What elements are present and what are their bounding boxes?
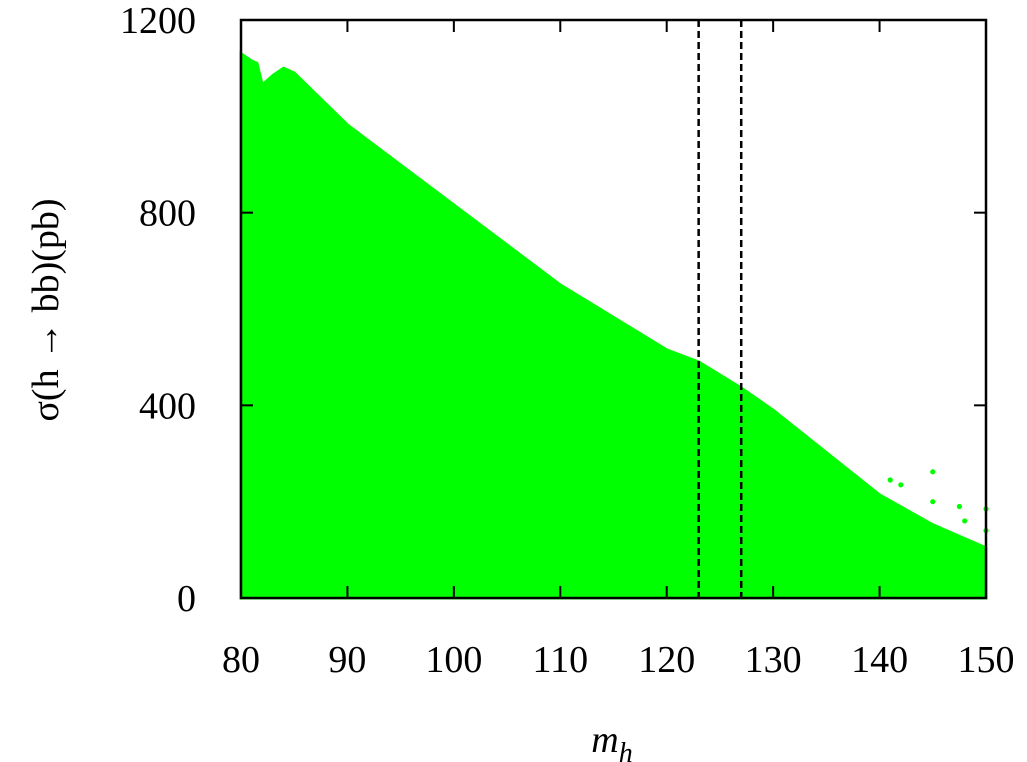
scatter-point — [956, 503, 962, 510]
scatter-point — [930, 499, 936, 505]
x-tick-label: 100 — [425, 639, 482, 681]
x-axis-label: mh — [591, 719, 632, 762]
plot-frame — [239, 18, 988, 600]
x-tick-label: 90 — [328, 639, 366, 681]
x-label-sub: h — [619, 738, 633, 762]
area — [239, 50, 988, 600]
scatter-point — [887, 477, 893, 483]
x-tick-label: 110 — [532, 639, 588, 681]
y-tick-label: 1200 — [120, 0, 196, 42]
x-tick-label: 140 — [851, 639, 908, 681]
y-tick-label: 800 — [139, 193, 196, 235]
scatter-point — [930, 469, 936, 475]
y-tick-label: 400 — [139, 385, 196, 427]
scatter-point — [898, 482, 904, 488]
y-axis-label: σ(h → bb)(pb) — [25, 198, 67, 421]
x-tick-label: 120 — [638, 639, 695, 681]
scatter-point — [962, 518, 968, 524]
x-tick-label: 150 — [958, 639, 1015, 681]
x-label-base: m — [591, 719, 618, 761]
x-tick-label: 130 — [745, 639, 802, 681]
x-tick-label: 80 — [222, 639, 260, 681]
y-tick-label: 0 — [177, 578, 196, 620]
